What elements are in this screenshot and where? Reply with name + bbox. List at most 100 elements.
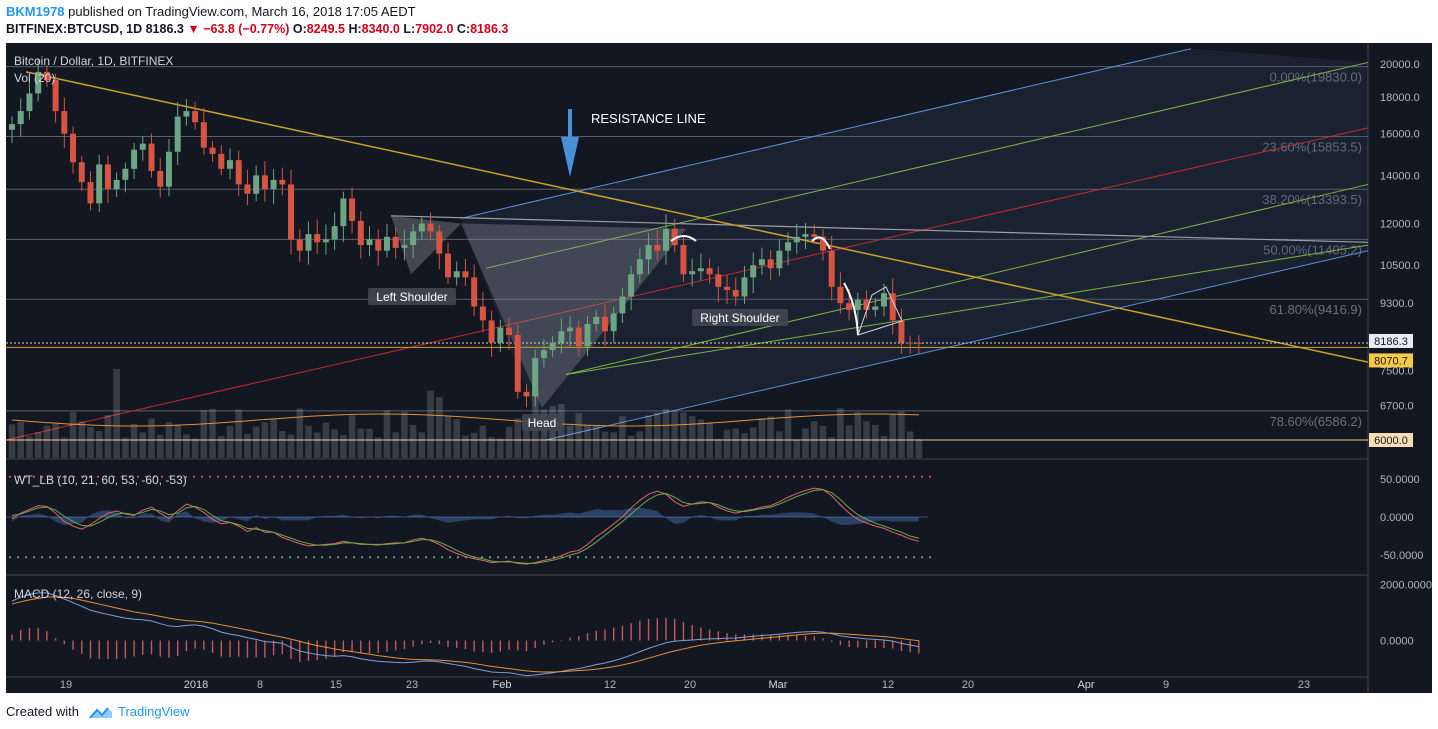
volume-bar [497, 438, 504, 458]
macd-pane[interactable] [11, 592, 920, 677]
wt-level-dot [696, 475, 700, 478]
wt-level-dot [216, 556, 220, 559]
candle-body [811, 234, 818, 237]
wt-level-dot [520, 475, 524, 478]
volume-bar [592, 425, 600, 458]
candle-body [575, 327, 582, 347]
wt-level-dot [184, 475, 188, 478]
wt-level-dot [584, 556, 588, 559]
close-label: C: [456, 22, 471, 36]
wt-level-dot [648, 556, 652, 559]
wt-level-dot [680, 475, 684, 478]
trading-chart[interactable]: 0.00%(19830.0)23.60%(15853.5)38.20%(1339… [6, 43, 1432, 693]
wt-level-dot [136, 556, 140, 559]
volume-bar [287, 434, 295, 458]
volume-bar [802, 428, 809, 458]
candle-body [601, 316, 608, 332]
candle-body [828, 250, 835, 287]
volume-bar [741, 433, 748, 458]
time-tick-label: 23 [1298, 679, 1310, 691]
candle-body [253, 175, 260, 194]
wt-level-dot [656, 475, 660, 478]
author-link[interactable]: BKM1978 [6, 4, 65, 19]
volume-bar [43, 425, 51, 458]
macd-tick-label: 2000.0000 [1380, 579, 1432, 591]
candle-body [881, 293, 887, 307]
time-tick-label: Mar [769, 679, 788, 691]
volume-bar [706, 422, 713, 458]
candle-body [793, 236, 800, 243]
volume-bar [636, 431, 644, 458]
volume-bar [383, 410, 391, 458]
volume-bar [488, 437, 495, 458]
volume-bar [148, 418, 155, 458]
wt-level-dot [792, 556, 796, 559]
head-label-bg [522, 414, 562, 431]
candle-body [305, 234, 312, 251]
candle-body [410, 231, 417, 246]
last-price: 8186.3 [145, 22, 184, 36]
volume-bar [697, 419, 705, 458]
candle-body [131, 149, 138, 169]
volume-bar [366, 428, 373, 458]
right-shoulder-label-bg [692, 309, 788, 326]
wt-lb-pane[interactable] [6, 460, 1368, 574]
wt-level-dot [744, 475, 748, 478]
volume-bar [8, 424, 16, 458]
candle-body [139, 143, 146, 150]
wt-level-dot [800, 556, 804, 559]
candle-body [854, 299, 861, 310]
wt-level-dot [8, 556, 12, 559]
time-axis[interactable]: 19 2018 8 15 23 Feb 12 20 Mar 12 20 Apr 9 23 [60, 679, 1310, 691]
wt-tick-label: 50.0000 [1380, 474, 1420, 486]
wt-level-dot [96, 556, 100, 559]
fib-level-label: 23.60%(15853.5) [1262, 140, 1362, 155]
candle-body [244, 184, 251, 194]
candle-body [26, 93, 33, 112]
price-tick-label: 12000.0 [1380, 219, 1420, 231]
volume-bar [209, 408, 216, 458]
wt-level-dot [592, 556, 596, 559]
volume-bar [191, 438, 199, 458]
wt-level-dot [816, 556, 820, 559]
price-pane[interactable]: 0.00%(19830.0)23.60%(15853.5)38.20%(1339… [6, 43, 1369, 693]
wt-level-dot [480, 475, 484, 478]
price-tick-label: 9300.0 [1380, 298, 1414, 310]
wt-level-dot [664, 475, 668, 478]
wt-level-dot [320, 556, 324, 559]
volume-bar [279, 431, 286, 458]
volume-bar [235, 409, 243, 458]
volume-bar [645, 415, 652, 458]
volume-bar [758, 418, 766, 458]
pitchfork-line [545, 250, 1369, 441]
volume-bar [174, 424, 181, 458]
footer: Created with TradingView [0, 700, 1438, 729]
wt-level-dot [496, 475, 500, 478]
wt-level-dot [920, 556, 924, 559]
candle-body [453, 271, 460, 278]
wt-level-dot [568, 475, 572, 478]
candle-body [174, 116, 181, 152]
wt-level-dot [336, 475, 340, 478]
wt-level-dot [808, 475, 812, 478]
volume-bar [871, 424, 879, 458]
volume-bar [69, 411, 77, 458]
volume-bar [122, 437, 129, 458]
candle-body [645, 245, 652, 260]
wt-level-dot [752, 475, 756, 478]
flag-pattern [857, 286, 903, 336]
candle-body [471, 277, 478, 307]
candle-body [785, 242, 792, 251]
wt-level-dot [392, 475, 396, 478]
price-axis[interactable]: 20000.0 18000.0 16000.0 14000.0 12000.0 10500… [1369, 59, 1432, 648]
wt-level-dot [72, 556, 76, 559]
wt-level-dot [680, 556, 684, 559]
chart-title: Bitcoin / Dollar, 1D, BITFINEX [14, 54, 173, 68]
wt-level-dot [232, 475, 236, 478]
wt-level-dot [912, 556, 916, 559]
time-tick-label: Feb [493, 679, 512, 691]
tradingview-link[interactable]: TradingView [118, 704, 190, 719]
wt-level-dot [328, 556, 332, 559]
candle-body [593, 316, 600, 324]
wt-level-dot [256, 556, 260, 559]
